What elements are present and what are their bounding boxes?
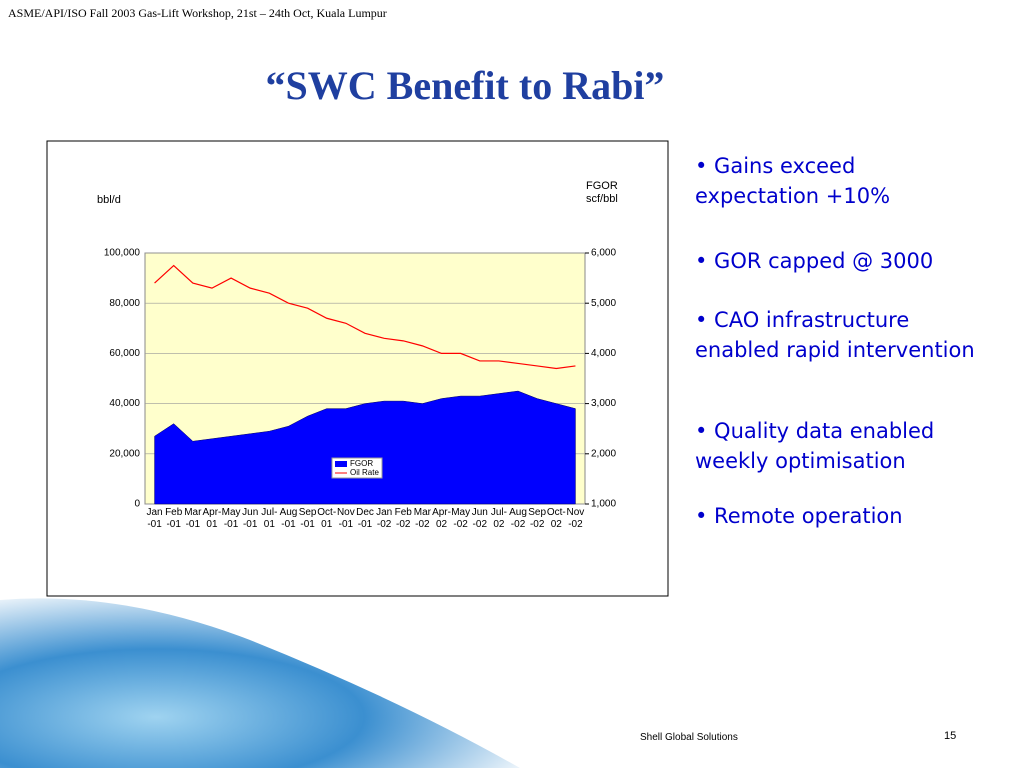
legend-label: Oil Rate: [350, 468, 379, 477]
y2-tick-label: 6,000: [591, 248, 616, 259]
x-tick-label: Feb-02: [394, 507, 412, 530]
header: ASME/API/ISO Fall 2003 Gas-Lift Workshop…: [8, 6, 387, 20]
x-tick-label: Jan-01: [146, 507, 163, 530]
x-tick-label: Jul-02: [490, 507, 507, 530]
y-tick-label: 60,000: [109, 348, 140, 359]
y2-axis-label: FGOR scf/bbl: [586, 180, 618, 205]
bullet: • GOR capped @ 3000: [695, 249, 934, 273]
x-tick-label: Jul-01: [261, 507, 278, 530]
bullet: • Remote operation: [695, 504, 903, 528]
y-axis-label: bbl/d: [97, 194, 121, 206]
y2-tick-label: 1,000: [591, 499, 616, 510]
fgor-area: [154, 390, 576, 505]
y2-tick-label: 4,000: [591, 348, 616, 359]
oil-rate-line: [154, 264, 576, 370]
x-tick-label: May-01: [221, 507, 241, 530]
x-tick-label: Sep-01: [298, 507, 317, 530]
x-tick-label: Sep-02: [528, 507, 547, 530]
x-tick-label: Apr-02: [432, 507, 451, 530]
bullet: • Quality data enabled weekly optimisati…: [695, 419, 935, 473]
earth-decoration: [0, 598, 520, 768]
x-tick-label: Aug-02: [509, 507, 527, 530]
x-tick-label: Mar-01: [184, 507, 202, 530]
y2-tick-label: 5,000: [591, 298, 616, 309]
y-tick-label: 100,000: [104, 248, 141, 259]
x-tick-label: Jun-01: [242, 507, 259, 530]
x-tick-label: Jun-02: [471, 507, 488, 530]
x-tick-label: Oct-01: [317, 507, 337, 530]
x-tick-label: Mar-02: [413, 507, 431, 530]
x-tick-label: Feb-01: [165, 507, 183, 530]
bullet: • Gains exceed expectation +10%: [695, 154, 891, 208]
x-tick-label: Aug-01: [279, 507, 298, 530]
y2-tick-label: 3,000: [591, 398, 616, 409]
x-tick-label: Jan-02: [376, 507, 393, 530]
y-tick-label: 40,000: [109, 398, 140, 409]
bullet: • CAO infrastructure enabled rapid inter…: [695, 308, 975, 362]
x-tick-label: Dec-01: [356, 507, 374, 530]
slide-title: “SWC Benefit to Rabi”: [265, 63, 665, 108]
x-tick-label: Nov-02: [566, 507, 585, 530]
legend-label: FGOR: [350, 459, 373, 468]
page-number: 15: [944, 730, 957, 742]
x-tick-label: May-02: [451, 507, 471, 530]
y-tick-label: 0: [134, 499, 140, 510]
x-tick-label: Nov-01: [336, 507, 355, 530]
x-tick-label: Oct-02: [546, 507, 566, 530]
legend-swatch: [335, 461, 347, 467]
y-tick-label: 20,000: [109, 448, 140, 459]
y-tick-label: 80,000: [109, 298, 140, 309]
y2-tick-label: 2,000: [591, 448, 616, 459]
footer-company: Shell Global Solutions: [640, 732, 738, 743]
x-tick-label: Apr-01: [202, 507, 222, 530]
